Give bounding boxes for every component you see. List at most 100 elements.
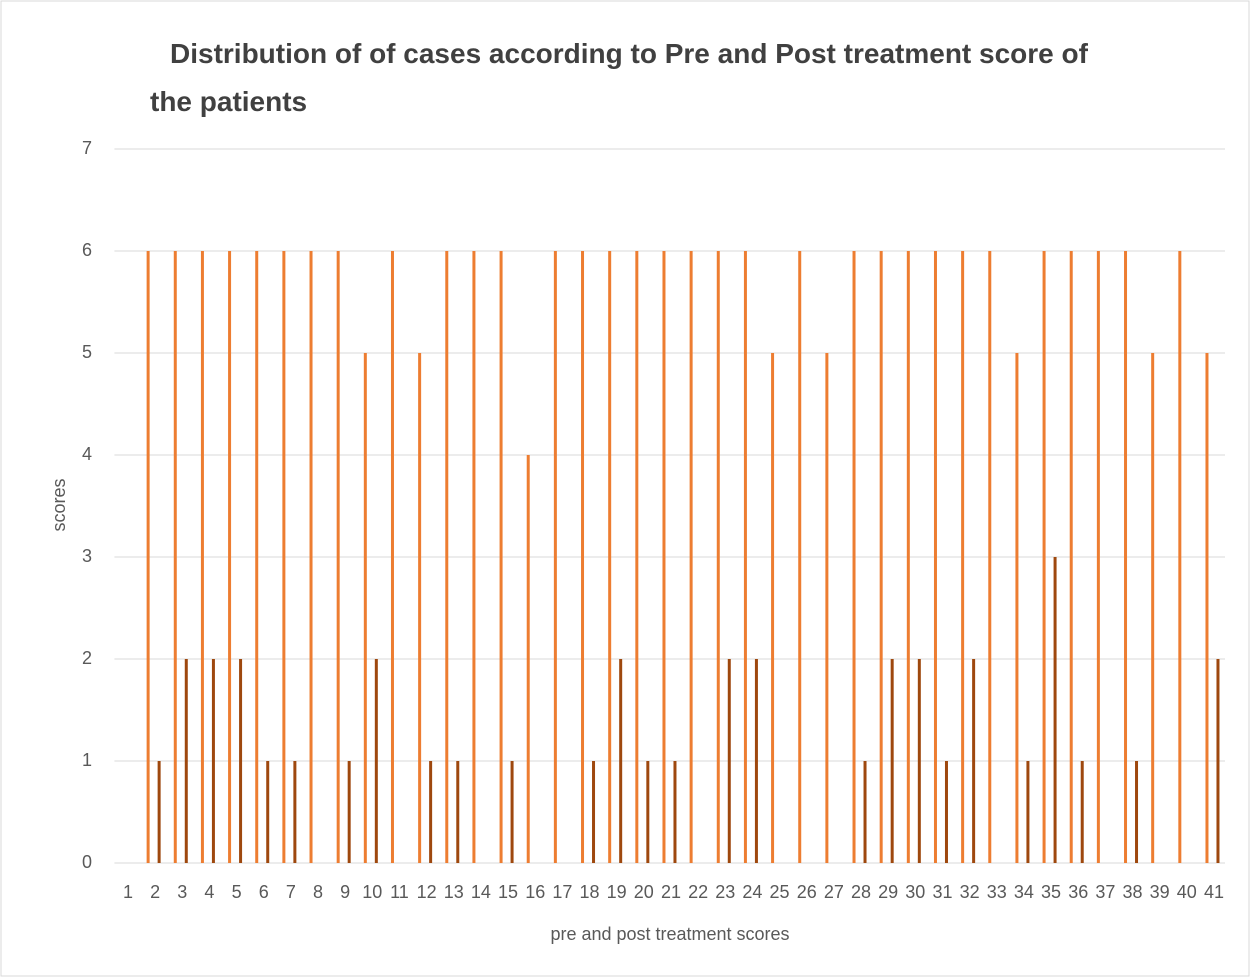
x-tick-label: 28	[851, 882, 871, 902]
bar	[445, 251, 449, 863]
bar	[146, 251, 150, 863]
x-tick-label: 33	[987, 882, 1007, 902]
bar	[374, 659, 378, 863]
bar	[1216, 659, 1220, 863]
x-tick-label: 20	[634, 882, 654, 902]
x-tick-label: 7	[286, 882, 296, 902]
x-tick-label: 25	[770, 882, 790, 902]
x-tick-label: 41	[1204, 882, 1224, 902]
x-tick-label: 14	[471, 882, 491, 902]
x-tick-label: 27	[824, 882, 844, 902]
x-tick-label: 4	[204, 882, 214, 902]
bar	[852, 251, 856, 863]
bar	[716, 251, 720, 863]
x-tick-label: 24	[742, 882, 762, 902]
bar	[879, 251, 883, 863]
bar	[944, 761, 948, 863]
bar	[1015, 353, 1019, 863]
bar	[646, 761, 650, 863]
x-tick-label: 13	[444, 882, 464, 902]
y-tick-label: 0	[82, 852, 92, 872]
x-tick-label: 18	[580, 882, 600, 902]
bar	[510, 761, 514, 863]
bar	[754, 659, 758, 863]
y-tick-label: 6	[82, 240, 92, 260]
bar	[592, 761, 596, 863]
x-tick-label: 38	[1123, 882, 1143, 902]
bar	[363, 353, 367, 863]
bar	[211, 659, 215, 863]
bar	[1124, 251, 1128, 863]
x-axis-label: pre and post treatment scores	[550, 924, 789, 944]
x-tick-label: 26	[797, 882, 817, 902]
bar	[499, 251, 503, 863]
x-tick-label: 8	[313, 882, 323, 902]
bar	[1080, 761, 1084, 863]
x-tick-label: 12	[417, 882, 437, 902]
bar	[727, 659, 731, 863]
x-tick-label: 39	[1150, 882, 1170, 902]
x-tick-label: 9	[340, 882, 350, 902]
bar	[228, 251, 232, 863]
x-tick-label: 17	[552, 882, 572, 902]
bar	[1069, 251, 1073, 863]
bar	[390, 251, 394, 863]
x-tick-label: 34	[1014, 882, 1034, 902]
y-tick-label: 1	[82, 750, 92, 770]
bar	[1042, 251, 1046, 863]
x-tick-label: 6	[259, 882, 269, 902]
x-tick-label: 36	[1068, 882, 1088, 902]
bar	[1026, 761, 1030, 863]
y-tick-label: 7	[82, 138, 92, 158]
y-tick-label: 5	[82, 342, 92, 362]
bar	[266, 761, 270, 863]
x-tick-label: 10	[362, 882, 382, 902]
bar	[1205, 353, 1209, 863]
bar	[961, 251, 965, 863]
bar	[662, 251, 666, 863]
bar	[743, 251, 747, 863]
chart-title: Distribution of of cases according to Pr…	[150, 38, 1088, 117]
x-tick-label: 1	[123, 882, 133, 902]
x-tick-label: 40	[1177, 882, 1197, 902]
x-tick-label: 2	[150, 882, 160, 902]
x-tick-label: 21	[661, 882, 681, 902]
x-tick-label: 30	[905, 882, 925, 902]
bar	[1151, 353, 1155, 863]
x-tick-label: 11	[390, 882, 409, 902]
bar	[689, 251, 693, 863]
bar	[673, 761, 677, 863]
bar	[553, 251, 557, 863]
bar	[309, 251, 313, 863]
y-tick-label: 3	[82, 546, 92, 566]
x-tick-label: 37	[1095, 882, 1115, 902]
bar	[581, 251, 585, 863]
bar	[608, 251, 612, 863]
bar	[972, 659, 976, 863]
y-axis-label: scores	[49, 478, 69, 531]
bar	[173, 251, 177, 863]
bar	[863, 761, 867, 863]
bar	[526, 455, 530, 863]
bar	[771, 353, 775, 863]
bar	[157, 761, 161, 863]
bar	[418, 353, 422, 863]
x-tick-label: 5	[232, 882, 242, 902]
bar	[890, 659, 894, 863]
bar	[906, 251, 910, 863]
bar	[336, 251, 340, 863]
bar	[200, 251, 204, 863]
bar	[1178, 251, 1182, 863]
bar	[255, 251, 259, 863]
x-tick-label: 16	[525, 882, 545, 902]
bar	[635, 251, 639, 863]
bar	[1135, 761, 1139, 863]
x-tick-label: 35	[1041, 882, 1061, 902]
x-tick-label: 23	[715, 882, 735, 902]
bar	[184, 659, 188, 863]
bar	[282, 251, 286, 863]
y-tick-label: 4	[82, 444, 92, 464]
x-tick-label: 19	[607, 882, 627, 902]
